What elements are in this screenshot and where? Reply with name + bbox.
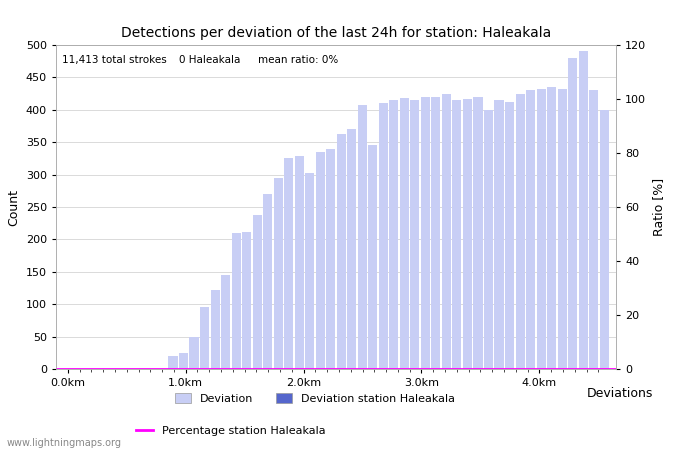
Bar	[558, 89, 567, 369]
Bar	[600, 110, 609, 369]
Bar	[316, 152, 325, 369]
Bar	[389, 100, 398, 369]
Bar	[526, 90, 535, 369]
Bar	[284, 158, 293, 369]
Bar	[442, 94, 451, 369]
Bar	[505, 102, 514, 369]
Bar	[232, 233, 241, 369]
Bar	[379, 104, 388, 369]
Y-axis label: Ratio [%]: Ratio [%]	[652, 178, 665, 236]
Legend: Percentage station Haleakala: Percentage station Haleakala	[132, 421, 330, 440]
Bar	[515, 94, 524, 369]
Bar	[494, 100, 503, 369]
Bar	[589, 90, 598, 369]
Bar	[452, 100, 461, 369]
Bar	[242, 232, 251, 369]
Bar	[537, 89, 545, 369]
Bar	[305, 173, 314, 369]
Title: Detections per deviation of the last 24h for station: Haleakala: Detections per deviation of the last 24h…	[121, 26, 551, 40]
Bar	[253, 215, 262, 369]
Bar	[221, 275, 230, 369]
Bar	[326, 148, 335, 369]
Bar	[473, 97, 482, 369]
Bar	[190, 337, 199, 369]
Bar	[295, 157, 304, 369]
Bar	[347, 129, 356, 369]
Bar	[547, 87, 556, 369]
Bar	[337, 135, 346, 369]
Text: 0 Haleakala: 0 Haleakala	[179, 55, 241, 65]
Text: 11,413 total strokes: 11,413 total strokes	[62, 55, 167, 65]
Bar	[421, 97, 430, 369]
Text: mean ratio: 0%: mean ratio: 0%	[258, 55, 338, 65]
Bar	[211, 290, 220, 369]
Bar	[200, 307, 209, 369]
Legend: Deviation, Deviation station Haleakala: Deviation, Deviation station Haleakala	[170, 389, 460, 409]
Bar	[358, 104, 367, 369]
Bar	[484, 110, 493, 369]
Y-axis label: Count: Count	[7, 189, 20, 225]
Bar	[368, 145, 377, 369]
Bar	[263, 194, 272, 369]
Bar	[400, 98, 409, 369]
Text: www.lightningmaps.org: www.lightningmaps.org	[7, 438, 122, 448]
Text: Deviations: Deviations	[587, 387, 652, 400]
Bar	[179, 353, 188, 369]
Bar	[274, 178, 283, 369]
Bar	[568, 58, 578, 369]
Bar	[169, 356, 178, 369]
Bar	[463, 99, 472, 369]
Bar	[410, 100, 419, 369]
Bar	[431, 97, 440, 369]
Bar	[579, 51, 588, 369]
